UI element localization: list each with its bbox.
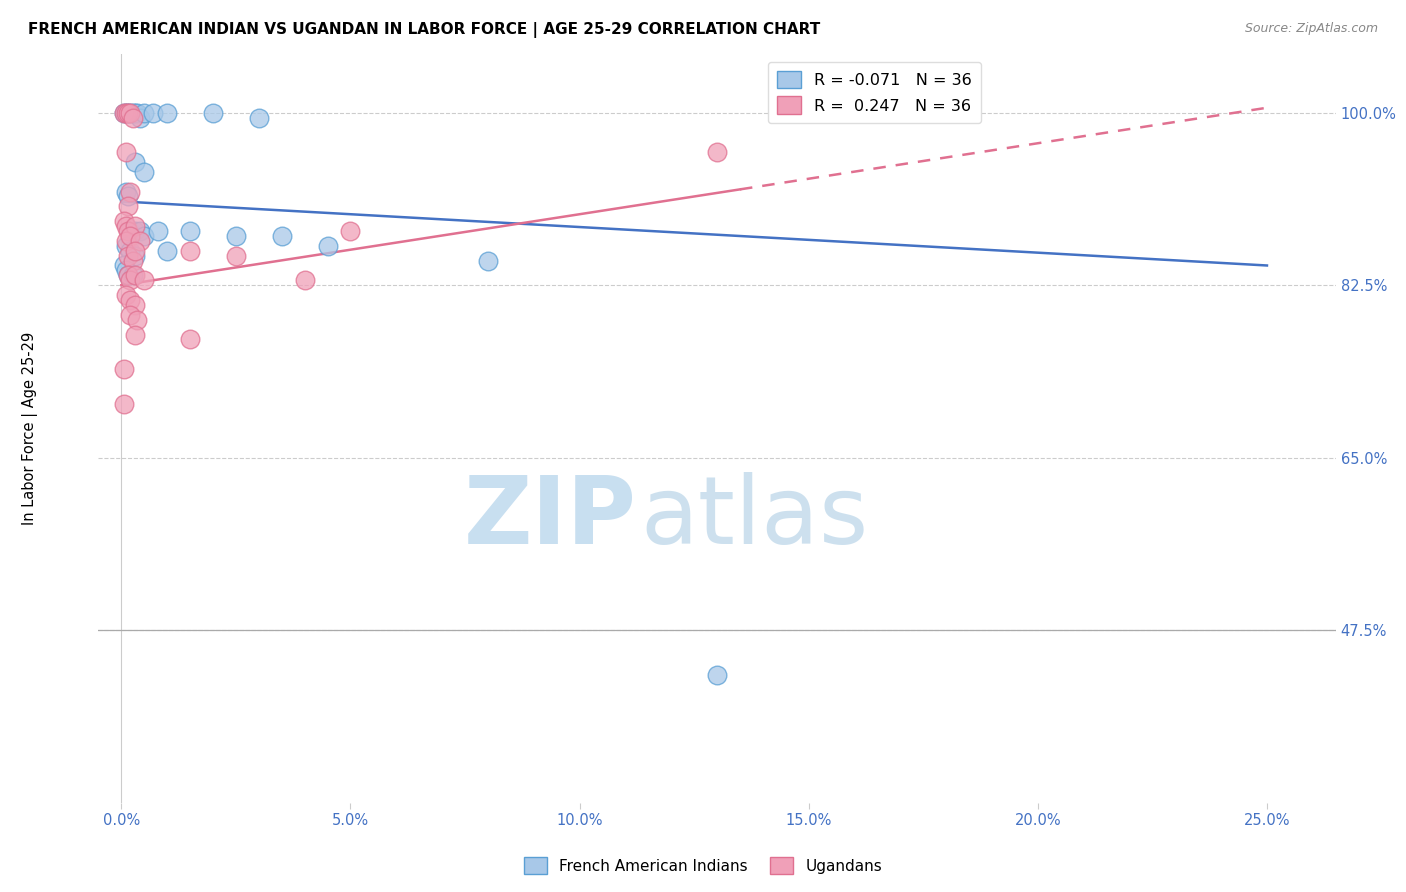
Point xyxy=(112,105,135,120)
Point xyxy=(117,189,139,203)
Point xyxy=(124,155,146,169)
Point xyxy=(134,228,156,243)
Point xyxy=(121,253,143,268)
Point xyxy=(179,333,201,347)
Point xyxy=(477,253,499,268)
Point xyxy=(706,667,728,681)
Point xyxy=(134,105,156,120)
Point xyxy=(112,396,135,410)
Point xyxy=(117,105,139,120)
Point xyxy=(124,268,146,283)
Point xyxy=(120,244,142,258)
Point xyxy=(179,244,201,258)
Point xyxy=(124,327,146,342)
Point xyxy=(124,244,146,258)
Point xyxy=(270,228,292,243)
Point xyxy=(112,259,135,273)
Point xyxy=(112,214,135,228)
Point xyxy=(127,312,149,326)
Point xyxy=(124,249,146,263)
Point xyxy=(112,362,135,376)
Point xyxy=(121,268,143,283)
Point xyxy=(316,239,339,253)
Point xyxy=(156,105,179,120)
Point xyxy=(128,111,150,125)
Point xyxy=(115,263,138,277)
Point xyxy=(120,308,142,322)
Point xyxy=(115,185,138,199)
Point xyxy=(121,105,143,120)
Legend: French American Indians, Ugandans: French American Indians, Ugandans xyxy=(517,851,889,880)
Point xyxy=(128,234,150,248)
Text: atlas: atlas xyxy=(640,472,869,564)
Point xyxy=(117,105,139,120)
Text: FRENCH AMERICAN INDIAN VS UGANDAN IN LABOR FORCE | AGE 25-29 CORRELATION CHART: FRENCH AMERICAN INDIAN VS UGANDAN IN LAB… xyxy=(28,22,820,38)
Point xyxy=(127,105,149,120)
Point xyxy=(117,249,139,263)
Point xyxy=(128,224,150,238)
Point xyxy=(339,224,361,238)
Point xyxy=(117,224,139,238)
Text: In Labor Force | Age 25-29: In Labor Force | Age 25-29 xyxy=(22,332,38,524)
Point xyxy=(120,293,142,307)
Point xyxy=(124,298,146,312)
Point xyxy=(115,234,138,248)
Point xyxy=(225,249,247,263)
Point xyxy=(134,273,156,287)
Point xyxy=(117,268,139,283)
Point xyxy=(124,219,146,233)
Point xyxy=(120,185,142,199)
Point xyxy=(120,105,142,120)
Point xyxy=(115,288,138,302)
Point xyxy=(134,165,156,179)
Point xyxy=(115,105,138,120)
Point xyxy=(179,224,201,238)
Point xyxy=(124,105,146,120)
Point xyxy=(117,199,139,213)
Point xyxy=(706,145,728,160)
Point xyxy=(121,111,143,125)
Point xyxy=(124,224,146,238)
Point xyxy=(247,111,270,125)
Point xyxy=(120,224,142,238)
Point xyxy=(142,105,165,120)
Point xyxy=(117,268,139,283)
Point xyxy=(120,273,142,287)
Text: Source: ZipAtlas.com: Source: ZipAtlas.com xyxy=(1244,22,1378,36)
Point xyxy=(225,228,247,243)
Point xyxy=(156,244,179,258)
Point xyxy=(112,105,135,120)
Point xyxy=(115,219,138,233)
Point xyxy=(120,105,142,120)
Point xyxy=(294,273,316,287)
Point xyxy=(146,224,169,238)
Point xyxy=(115,145,138,160)
Point xyxy=(120,228,142,243)
Point xyxy=(201,105,224,120)
Point xyxy=(115,239,138,253)
Point xyxy=(115,105,138,120)
Text: ZIP: ZIP xyxy=(464,472,637,564)
Legend: R = -0.071   N = 36, R =  0.247   N = 36: R = -0.071 N = 36, R = 0.247 N = 36 xyxy=(768,62,981,123)
